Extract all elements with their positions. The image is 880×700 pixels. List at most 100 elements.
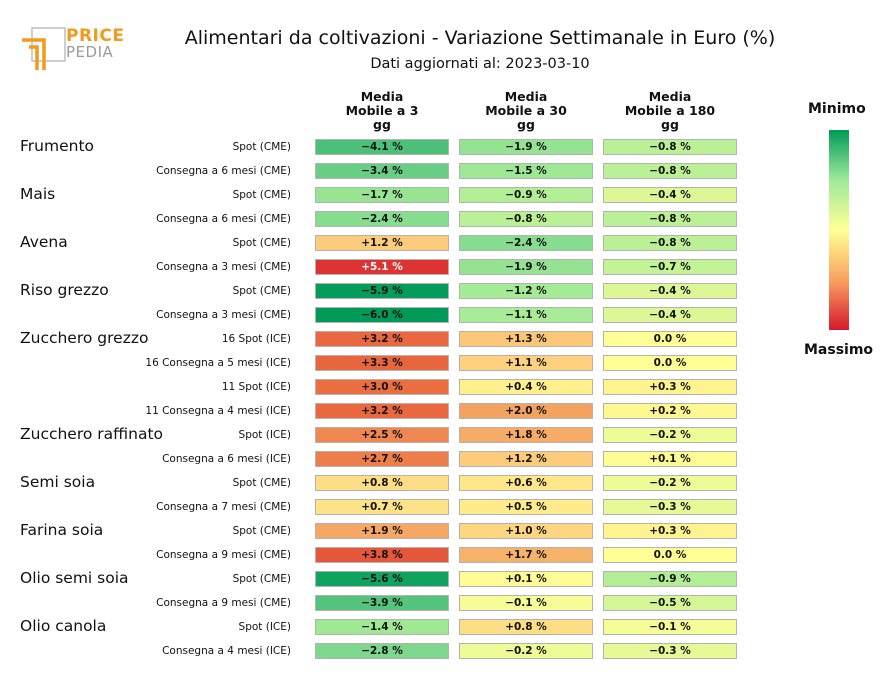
- row-label: Spot (ICE): [238, 429, 291, 441]
- row-label: 16 Spot (ICE): [221, 333, 291, 345]
- row-label: Spot (CME): [232, 285, 291, 297]
- heatmap-cell: +0.3 %: [603, 379, 737, 395]
- heatmap-cell: +1.2 %: [315, 235, 449, 251]
- group-label: Olio canola: [20, 617, 107, 635]
- heatmap-cell: +1.2 %: [459, 451, 593, 467]
- heatmap-cell: 0.0 %: [603, 331, 737, 347]
- heatmap-cell: +3.8 %: [315, 547, 449, 563]
- row-label: Spot (CME): [232, 189, 291, 201]
- pricepedia-logo: [22, 27, 66, 70]
- logo-text-price: PRICE: [66, 26, 125, 46]
- heatmap-cell: −0.2 %: [603, 427, 737, 443]
- group-label: Zucchero raffinato: [20, 425, 164, 443]
- row-label: Consegna a 9 mesi (CME): [156, 549, 291, 561]
- heatmap-cell: +0.1 %: [459, 571, 593, 587]
- heatmap-cell: −0.3 %: [603, 643, 737, 659]
- group-label: Olio semi soia: [20, 569, 129, 587]
- column-header: Media Mobile a 3 gg: [345, 89, 419, 132]
- heatmap-cell: −0.2 %: [459, 643, 593, 659]
- row-label: Consegna a 7 mesi (CME): [156, 501, 291, 513]
- heatmap-cell: +2.7 %: [315, 451, 449, 467]
- heatmap-cell: −0.2 %: [603, 475, 737, 491]
- row-label: Consegna a 3 mesi (CME): [156, 261, 291, 273]
- chart-subtitle: Dati aggiornati al: 2023-03-10: [370, 56, 590, 72]
- heatmap-cell: +1.1 %: [459, 355, 593, 371]
- row-label: Consegna a 4 mesi (ICE): [162, 645, 291, 657]
- heatmap-cell: −0.7 %: [603, 259, 737, 275]
- heatmap-cell: +0.2 %: [603, 403, 737, 419]
- row-label: Spot (CME): [232, 141, 291, 153]
- heatmap-cell: −0.8 %: [603, 235, 737, 251]
- heatmap-cell: −5.9 %: [315, 283, 449, 299]
- heatmap-cell: −0.8 %: [603, 211, 737, 227]
- group-label: Frumento: [20, 137, 95, 155]
- group-label: Avena: [20, 233, 68, 251]
- heatmap-cell: +1.8 %: [459, 427, 593, 443]
- heatmap-cell: +0.6 %: [459, 475, 593, 491]
- heatmap-cell: −1.9 %: [459, 259, 593, 275]
- heatmap-cell: −0.8 %: [459, 211, 593, 227]
- row-label: Spot (CME): [232, 477, 291, 489]
- heatmap-cell: −5.6 %: [315, 571, 449, 587]
- heatmap-cell: −1.4 %: [315, 619, 449, 635]
- heatmap-cell: −0.8 %: [603, 163, 737, 179]
- heatmap-cell: +1.9 %: [315, 523, 449, 539]
- row-label: 16 Consegna a 5 mesi (ICE): [145, 357, 291, 369]
- heatmap-cell: −3.4 %: [315, 163, 449, 179]
- group-label: Riso grezzo: [20, 281, 109, 299]
- heatmap-cell: +0.8 %: [315, 475, 449, 491]
- heatmap-cell: −1.2 %: [459, 283, 593, 299]
- row-label: Consegna a 6 mesi (ICE): [162, 453, 291, 465]
- row-label: Consegna a 6 mesi (CME): [156, 213, 291, 225]
- heatmap-cell: +0.8 %: [459, 619, 593, 635]
- row-label: 11 Spot (ICE): [221, 381, 291, 393]
- heatmap-cell: +0.4 %: [459, 379, 593, 395]
- colorbar-max-label: Massimo: [804, 342, 874, 358]
- group-label: Semi soia: [20, 473, 96, 491]
- heatmap-cell: −0.1 %: [603, 619, 737, 635]
- heatmap-cell: −0.4 %: [603, 283, 737, 299]
- row-label: Spot (ICE): [238, 621, 291, 633]
- row-label: Consegna a 6 mesi (CME): [156, 165, 291, 177]
- row-label: Consegna a 9 mesi (CME): [156, 597, 291, 609]
- logo-text-pedia: PEDIA: [66, 43, 114, 61]
- group-label: Mais: [20, 185, 56, 203]
- heatmap-cell: +3.2 %: [315, 331, 449, 347]
- heatmap-cell: −0.9 %: [603, 571, 737, 587]
- heatmap-cell: 0.0 %: [603, 355, 737, 371]
- colorbar-min-label: Minimo: [808, 101, 866, 117]
- row-label: 11 Consegna a 4 mesi (ICE): [145, 405, 291, 417]
- heatmap-cell: −0.8 %: [603, 139, 737, 155]
- heatmap-cell: −0.3 %: [603, 499, 737, 515]
- group-label: Farina soia: [20, 521, 104, 539]
- heatmap-cell: −1.1 %: [459, 307, 593, 323]
- heatmap-cell: −1.5 %: [459, 163, 593, 179]
- chart-title: Alimentari da coltivazioni - Variazione …: [184, 27, 776, 49]
- heatmap-cell: −2.4 %: [315, 211, 449, 227]
- row-label: Consegna a 3 mesi (CME): [156, 309, 291, 321]
- heatmap-cell: −0.9 %: [459, 187, 593, 203]
- row-label: Spot (CME): [232, 573, 291, 585]
- heatmap-cell: +1.7 %: [459, 547, 593, 563]
- colorbar: [829, 130, 849, 330]
- heatmap-cell: +1.3 %: [459, 331, 593, 347]
- heatmap-cell: +3.2 %: [315, 403, 449, 419]
- heatmap-cell: +2.5 %: [315, 427, 449, 443]
- heatmap-cell: +0.7 %: [315, 499, 449, 515]
- heatmap-cell: −0.4 %: [603, 307, 737, 323]
- heatmap-cell: −2.4 %: [459, 235, 593, 251]
- heatmap-cell: 0.0 %: [603, 547, 737, 563]
- heatmap-cell: +2.0 %: [459, 403, 593, 419]
- heatmap-cell: −0.4 %: [603, 187, 737, 203]
- heatmap-cell: −4.1 %: [315, 139, 449, 155]
- heatmap-cell: −3.9 %: [315, 595, 449, 611]
- heatmap-cell: −0.1 %: [459, 595, 593, 611]
- heatmap-cell: +3.0 %: [315, 379, 449, 395]
- heatmap-cell: −6.0 %: [315, 307, 449, 323]
- heatmap-cell: +1.0 %: [459, 523, 593, 539]
- heatmap-cell: +0.1 %: [603, 451, 737, 467]
- heatmap-cell: −2.8 %: [315, 643, 449, 659]
- heatmap-cell: −0.5 %: [603, 595, 737, 611]
- heatmap-cell: +3.3 %: [315, 355, 449, 371]
- heatmap-cell: +0.3 %: [603, 523, 737, 539]
